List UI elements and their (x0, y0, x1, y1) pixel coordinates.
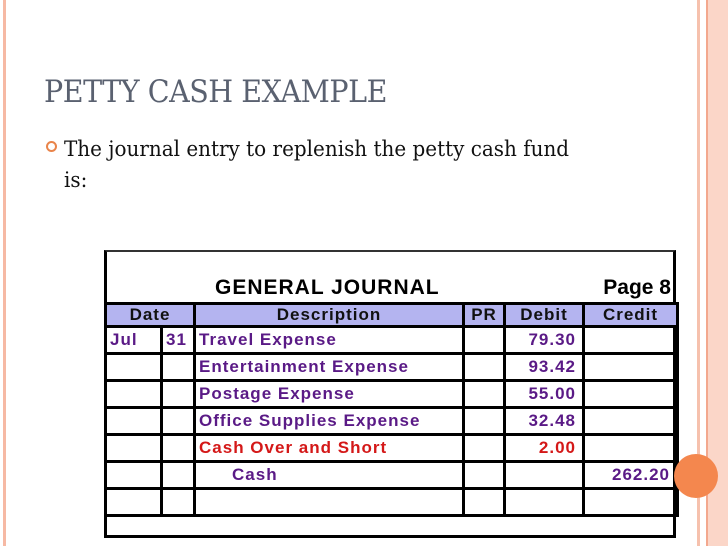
debit-cell: 93.42 (503, 352, 586, 382)
credit-cell (582, 487, 680, 517)
debit-cell (503, 487, 586, 517)
description-cell: Cash (193, 460, 466, 490)
date-day-cell: 31 (159, 325, 197, 355)
pr-cell (462, 433, 507, 463)
right-border-band (706, 0, 728, 546)
journal-title: GENERAL JOURNAL (215, 276, 440, 299)
header-pr: PR (462, 302, 507, 328)
journal-table: Date Description PR Debit Credit Jul 31 Tr… (103, 302, 680, 517)
date-month-cell (104, 406, 163, 436)
pr-cell (462, 325, 507, 355)
description-cell: Postage Expense (193, 379, 466, 409)
description-cell: Entertainment Expense (193, 352, 466, 382)
table-row: Cash Over and Short 2.00 (104, 433, 680, 463)
header-date: Date (103, 302, 197, 328)
debit-cell (503, 460, 586, 490)
date-month-cell (104, 379, 163, 409)
right-border-line (697, 0, 700, 546)
debit-cell: 32.48 (503, 406, 586, 436)
table-row: Office Supplies Expense 32.48 (104, 406, 680, 436)
description-cell: Travel Expense (193, 325, 466, 355)
description-cell: Cash Over and Short (193, 433, 466, 463)
description-cell: Office Supplies Expense (193, 406, 466, 436)
date-day-cell (159, 352, 197, 382)
general-journal: GENERAL JOURNAL Page 8 Date Description … (103, 250, 680, 538)
header-credit: Credit (582, 302, 680, 328)
header-debit: Debit (503, 302, 586, 328)
credit-cell (582, 379, 680, 409)
left-border (3, 0, 6, 546)
table-row: Cash 262.20 (104, 460, 680, 490)
table-row: Entertainment Expense 93.42 (104, 352, 680, 382)
description-cell (193, 487, 466, 517)
table-row: Postage Expense 55.00 (104, 379, 680, 409)
pr-cell (462, 487, 507, 517)
bullet-text: The journal entry to replenish the petty… (64, 137, 570, 192)
date-day-cell (159, 460, 197, 490)
date-day-cell (159, 406, 197, 436)
date-month-cell (104, 487, 163, 517)
pr-cell (462, 460, 507, 490)
credit-cell: 262.20 (582, 460, 680, 490)
journal-page: Page 8 (603, 276, 671, 299)
credit-cell (582, 406, 680, 436)
table-row: Jul 31 Travel Expense 79.30 (104, 325, 680, 355)
credit-cell (582, 433, 680, 463)
table-row (104, 487, 680, 517)
header-description: Description (193, 302, 466, 328)
debit-cell: 79.30 (503, 325, 586, 355)
pr-cell (462, 379, 507, 409)
date-day-cell (159, 379, 197, 409)
date-month-cell (104, 352, 163, 382)
slide-title: PETTY CASH EXAMPLE (44, 74, 387, 110)
date-month-cell: Jul (104, 325, 163, 355)
bullet-icon (46, 141, 57, 152)
debit-cell: 55.00 (503, 379, 586, 409)
credit-cell (582, 352, 680, 382)
pr-cell (462, 406, 507, 436)
date-month-cell (104, 460, 163, 490)
date-month-cell (104, 433, 163, 463)
date-day-cell (159, 487, 197, 517)
date-day-cell (159, 433, 197, 463)
debit-cell: 2.00 (503, 433, 586, 463)
decorative-circle (674, 454, 718, 498)
credit-cell (582, 325, 680, 355)
pr-cell (462, 352, 507, 382)
